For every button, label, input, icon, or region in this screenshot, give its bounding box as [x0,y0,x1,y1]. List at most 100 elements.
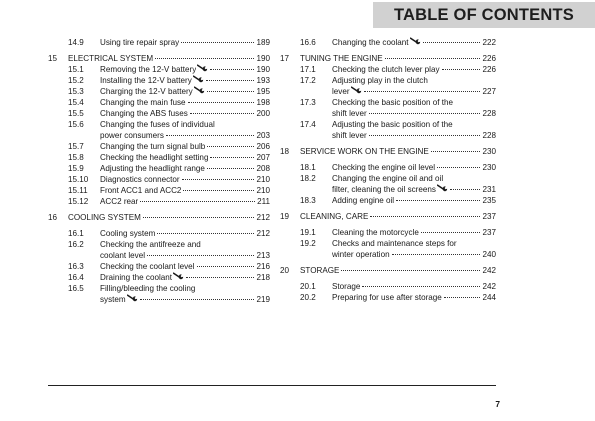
toc-section-entry[interactable]: 16.4 Draining the coolant 218 [48,272,270,283]
toc-chapter-entry[interactable]: 17 TUNING THE ENGINE 226 [280,53,496,64]
toc-entry-line: Checking the headlight setting 207 [100,152,270,163]
toc-section-entry[interactable]: 15.12 ACC2 rear 211 [48,196,270,207]
toc-entry-title: Cooling system [100,229,156,238]
toc-page-number: 213 [256,251,270,260]
toc-entry-title: Checking the clutch lever play [332,65,440,74]
toc-page-number: 230 [482,147,496,156]
toc-section-entry[interactable]: 16.6 Changing the coolant 222 [280,37,496,48]
toc-entry-line: Cleaning the motorcycle 237 [332,227,496,238]
toc-section-entry[interactable]: 18.3 Adding engine oil 235 [280,195,496,206]
dot-leader [187,102,255,103]
toc-entry-line: SERVICE WORK ON THE ENGINE 230 [300,146,496,157]
dot-leader [147,255,255,256]
toc-section-entry[interactable]: 15.11 Front ACC1 and ACC2 210 [48,185,270,196]
toc-entry-line: Preparing for use after storage 244 [332,292,496,303]
toc-entry-line: ELECTRICAL SYSTEM 190 [68,53,270,64]
toc-entry-line: Checking the engine oil level 230 [332,162,496,173]
toc-section-entry[interactable]: 15.1 Removing the 12-V battery 190 [48,64,270,75]
toc-entry-line: Diagnostics connector 210 [100,174,270,185]
wrench-icon [126,294,138,302]
toc-entry-number: 18 [280,147,290,156]
toc-section-entry[interactable]: 15.6 Changing the fuses of individual powe… [48,119,270,141]
toc-page-number: 189 [256,38,270,47]
toc-section-entry[interactable]: 15.7 Changing the turn signal bulb 206 [48,141,270,152]
dot-leader [181,42,255,43]
dot-leader [140,201,256,202]
toc-section-entry[interactable]: 17.1 Checking the clutch lever play 226 [280,64,496,75]
toc-entry-number: 15.5 [68,109,84,118]
toc-entry-number: 15.7 [68,142,84,151]
toc-section-entry[interactable]: 19.2 Checks and maintenance steps for wint… [280,238,496,260]
toc-section-entry[interactable]: 15.5 Changing the ABS fuses 200 [48,108,270,119]
dot-leader [207,146,255,147]
toc-chapter-entry[interactable]: 20 STORAGE 242 [280,265,496,276]
toc-chapter-entry[interactable]: 19 CLEANING, CARE 237 [280,211,496,222]
toc-page-number: 244 [482,293,496,302]
dot-leader [157,233,255,234]
toc-page-number: 242 [482,266,496,275]
toc-entry-line: STORAGE 242 [300,265,496,276]
toc-entry-number: 15 [48,54,58,63]
toc-section-entry[interactable]: 17.4 Adjusting the basic position of the s… [280,119,496,141]
toc-section-entry[interactable]: 17.2 Adjusting play in the clutch lever 227 [280,75,496,97]
toc-entry-number: 17 [280,54,290,63]
dot-leader [420,232,481,233]
toc-section-entry[interactable]: 16.3 Checking the coolant level 216 [48,261,270,272]
toc-entry-line: power consumers 203 [100,130,270,141]
toc-section-entry[interactable]: 18.2 Changing the engine oil and oil filte… [280,173,496,195]
toc-section-entry[interactable]: 18.1 Checking the engine oil level 230 [280,162,496,173]
toc-page-number: 226 [482,54,496,63]
toc-section-entry[interactable]: 15.9 Adjusting the headlight range 208 [48,163,270,174]
toc-page-number: 200 [256,109,270,118]
toc-section-entry[interactable]: 16.1 Cooling system 212 [48,228,270,239]
toc-chapter-entry[interactable]: 15 ELECTRICAL SYSTEM 190 [48,53,270,64]
toc-chapter-entry[interactable]: 18 SERVICE WORK ON THE ENGINE 230 [280,146,496,157]
toc-section-entry[interactable]: 14.9 Using tire repair spray 189 [48,37,270,48]
dot-leader [363,91,481,92]
toc-entry-line: COOLING SYSTEM 212 [68,212,270,223]
toc-chapter-entry[interactable]: 16 COOLING SYSTEM 212 [48,212,270,223]
toc-entry-title: lever [332,87,350,96]
toc-section-entry[interactable]: 16.2 Checking the antifreeze and coolant l… [48,239,270,261]
toc-section-entry[interactable]: 15.2 Installing the 12-V battery 193 [48,75,270,86]
toc-entry-line: CLEANING, CARE 237 [300,211,496,222]
toc-entry-title: filter, cleaning the oil screens [332,185,436,194]
toc-entry-title: TUNING THE ENGINE [300,54,383,63]
toc-entry-number: 15.4 [68,98,84,107]
toc-entry-line: Changing the ABS fuses 200 [100,108,270,119]
toc-page-number: 193 [256,76,270,85]
toc-entry-line: Checking the clutch lever play 226 [332,64,496,75]
toc-page-number: 228 [482,131,496,140]
toc-section-entry[interactable]: 19.1 Cleaning the motorcycle 237 [280,227,496,238]
toc-page-number: 212 [256,213,270,222]
toc-section-entry[interactable]: 17.3 Checking the basic position of the sh… [280,97,496,119]
toc-page-number: 237 [482,228,496,237]
toc-page-number: 226 [482,65,496,74]
dot-leader [341,270,481,271]
toc-entry-title: Installing the 12-V battery [100,76,192,85]
dot-leader [139,299,255,300]
toc-entry-number: 16.6 [300,38,316,47]
toc-page-number: 218 [256,273,270,282]
toc-page-number: 212 [256,229,270,238]
toc-entry-line: Storage 242 [332,281,496,292]
toc-page-number: 203 [256,131,270,140]
toc-section-entry[interactable]: 20.2 Preparing for use after storage 244 [280,292,496,303]
toc-entry-title: COOLING SYSTEM [68,213,141,222]
toc-entry-number: 20 [280,266,290,275]
toc-section-entry[interactable]: 20.1 Storage 242 [280,281,496,292]
toc-section-entry[interactable]: 15.8 Checking the headlight setting 207 [48,152,270,163]
toc-entry-line: Using tire repair spray 189 [100,37,270,48]
toc-section-entry[interactable]: 15.10 Diagnostics connector 210 [48,174,270,185]
toc-section-entry[interactable]: 15.3 Charging the 12-V battery 195 [48,86,270,97]
toc-section-entry[interactable]: 15.4 Changing the main fuse 198 [48,97,270,108]
toc-column-left: 14.9 Using tire repair spray 189 15 ELECTRIC… [48,32,270,305]
toc-entry-title: Checking the antifreeze and [100,240,201,249]
toc-page-number: 237 [482,212,496,221]
dot-leader [391,254,481,255]
toc-entry-number: 18.3 [300,196,316,205]
toc-section-entry[interactable]: 16.5 Filling/bleeding the cooling system 21… [48,283,270,305]
toc-entry-number: 17.3 [300,98,316,107]
toc-entry-line: Adding engine oil 235 [332,195,496,206]
toc-entry-number: 15.6 [68,120,84,129]
